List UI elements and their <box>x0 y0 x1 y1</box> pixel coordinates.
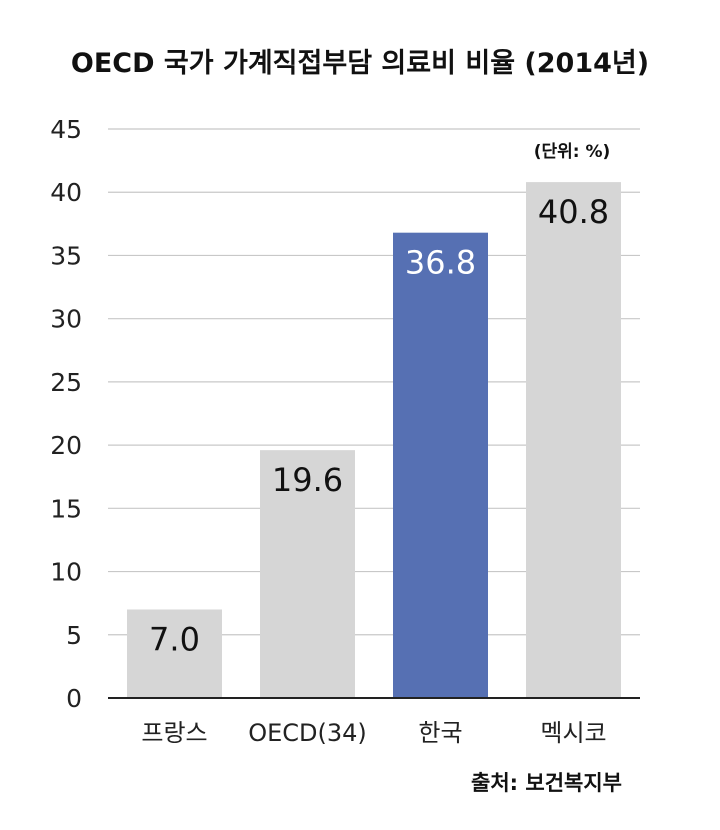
bar <box>260 450 355 698</box>
y-tick-label: 15 <box>50 494 82 523</box>
data-label: 19.6 <box>272 461 343 499</box>
data-label: 7.0 <box>149 620 200 658</box>
gridlines <box>108 128 640 636</box>
y-tick-label: 10 <box>50 558 82 587</box>
y-tick-label: 30 <box>50 305 82 334</box>
y-axis-ticks: 0 5 10 15 20 25 30 35 40 45 <box>50 115 82 713</box>
data-label: 40.8 <box>538 193 609 231</box>
x-tick-label: 프랑스 <box>141 719 207 747</box>
x-tick-label: 한국 <box>418 719 462 747</box>
y-tick-label: 20 <box>50 431 82 460</box>
y-tick-label: 25 <box>50 368 82 397</box>
y-tick-label: 0 <box>66 684 82 713</box>
source-note: 출처: 보건복지부 <box>471 771 622 795</box>
y-tick-label: 40 <box>50 178 82 207</box>
x-tick-label: OECD(34) <box>248 719 367 747</box>
y-tick-label: 35 <box>50 241 82 270</box>
x-tick-label: 멕시코 <box>540 719 606 747</box>
bar <box>526 182 621 698</box>
y-tick-label: 5 <box>66 621 82 650</box>
data-labels: 7.0 19.6 36.8 40.8 <box>149 193 609 658</box>
chart-title: OECD 국가 가계직접부담 의료비 비율 (2014년) <box>71 48 649 79</box>
x-axis-ticks: 프랑스 OECD(34) 한국 멕시코 <box>141 719 606 747</box>
y-tick-label: 45 <box>50 115 82 144</box>
unit-note: (단위: %) <box>534 142 611 162</box>
bar <box>393 232 488 698</box>
bar <box>127 609 222 698</box>
data-label: 36.8 <box>405 244 476 282</box>
bars <box>127 182 621 698</box>
